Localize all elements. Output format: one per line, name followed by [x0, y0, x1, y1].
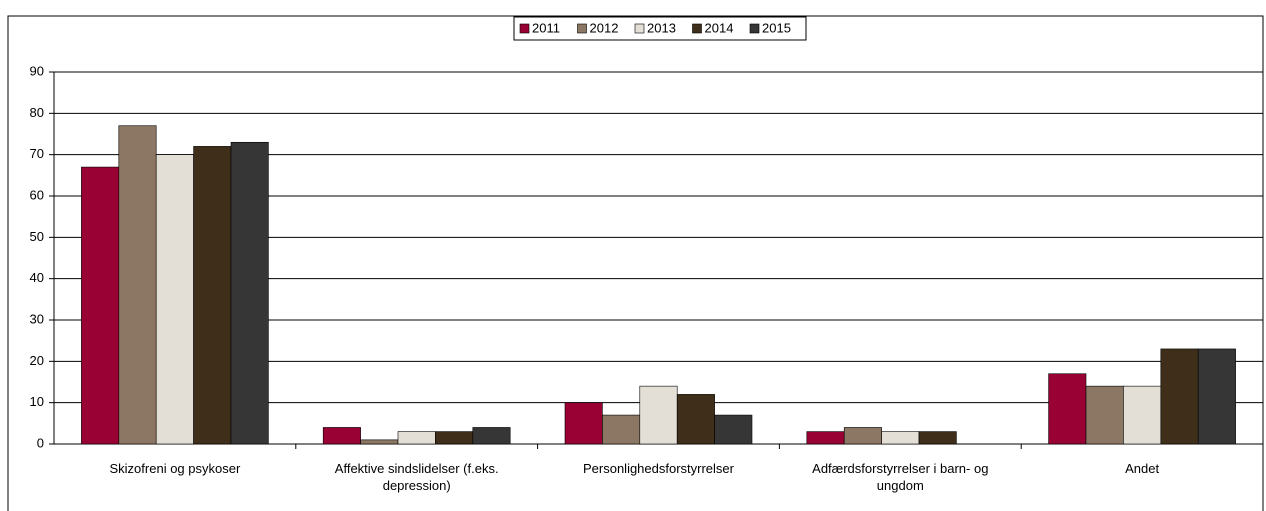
bar: [714, 414, 753, 445]
x-tick-label: Personlighedsforstyrrelser: [582, 461, 734, 476]
legend-swatch: [634, 23, 645, 34]
legend-frame: [513, 16, 807, 41]
legend-swatch: [519, 23, 530, 34]
bar: [564, 402, 603, 445]
legend-swatch: [577, 23, 587, 34]
bar: [1197, 348, 1236, 445]
x-tick-label: Affektive sindslidelser (f.eks. depressi…: [334, 461, 499, 493]
bar: [1085, 385, 1124, 445]
y-tick-label: 40: [30, 270, 44, 285]
legend-label: 2011: [532, 20, 560, 35]
x-tick-label: Adfærdsforstyrrelser i barn- og ungdom: [812, 461, 989, 493]
legend-label: 2012: [590, 20, 619, 35]
y-tick-label: 20: [30, 353, 44, 368]
y-tick-label: 90: [30, 63, 44, 78]
bar: [806, 431, 845, 445]
bar: [81, 166, 120, 445]
bar: [602, 414, 641, 445]
legend-label: 2015: [762, 20, 791, 35]
y-tick-label: 10: [30, 394, 44, 409]
y-tick-label: 80: [30, 105, 44, 120]
bar: [435, 431, 474, 445]
x-tick-label: Andet: [1125, 461, 1160, 476]
legend-label: 2013: [647, 20, 676, 35]
bar: [118, 125, 157, 445]
bar: [472, 427, 511, 445]
bar: [193, 146, 232, 445]
bar: [639, 385, 678, 445]
bar: [360, 439, 399, 445]
bar: [918, 431, 957, 445]
bar: [843, 427, 882, 445]
bar: [155, 154, 194, 445]
legend-swatch: [749, 23, 760, 34]
bar: [322, 427, 361, 445]
legend-swatch: [692, 23, 702, 34]
x-tick-label: Skizofreni og psykoser: [109, 461, 241, 476]
bar: [230, 141, 269, 445]
bar: [1160, 348, 1199, 445]
legend-label: 2014: [705, 20, 734, 35]
y-tick-label: 70: [30, 146, 44, 161]
bar: [1048, 373, 1087, 445]
bar: [676, 394, 715, 445]
y-tick-label: 30: [30, 311, 44, 326]
y-tick-label: 50: [30, 229, 44, 244]
y-tick-label: 60: [30, 187, 44, 202]
bar: [881, 431, 920, 445]
y-tick-label: 0: [37, 435, 44, 450]
bar: [1123, 385, 1162, 445]
bar: [397, 431, 436, 445]
